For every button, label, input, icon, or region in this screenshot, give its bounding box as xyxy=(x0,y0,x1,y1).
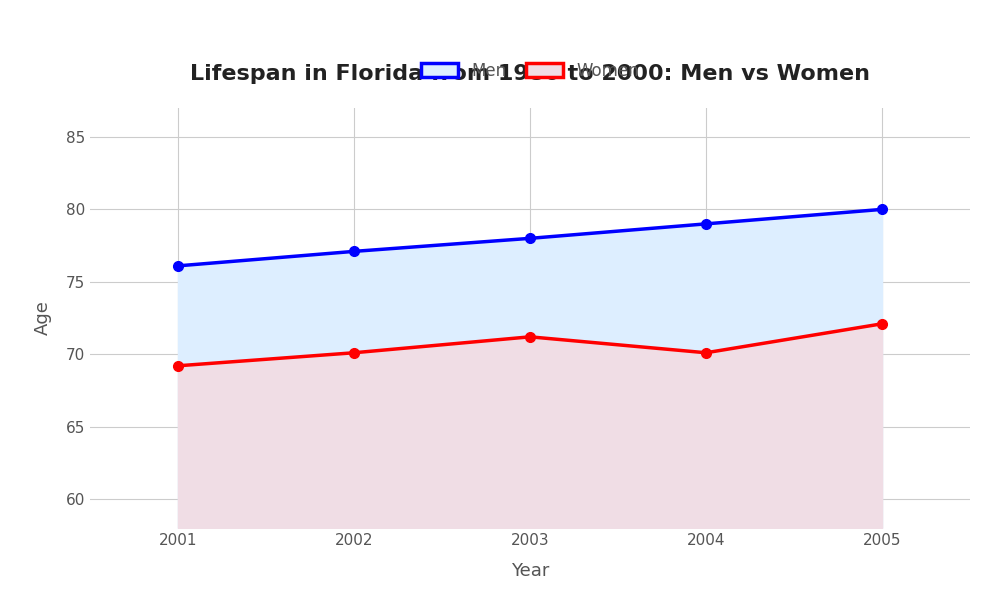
Legend: Men, Women: Men, Women xyxy=(421,62,639,80)
Y-axis label: Age: Age xyxy=(34,301,52,335)
Title: Lifespan in Florida from 1980 to 2000: Men vs Women: Lifespan in Florida from 1980 to 2000: M… xyxy=(190,64,870,84)
X-axis label: Year: Year xyxy=(511,562,549,580)
